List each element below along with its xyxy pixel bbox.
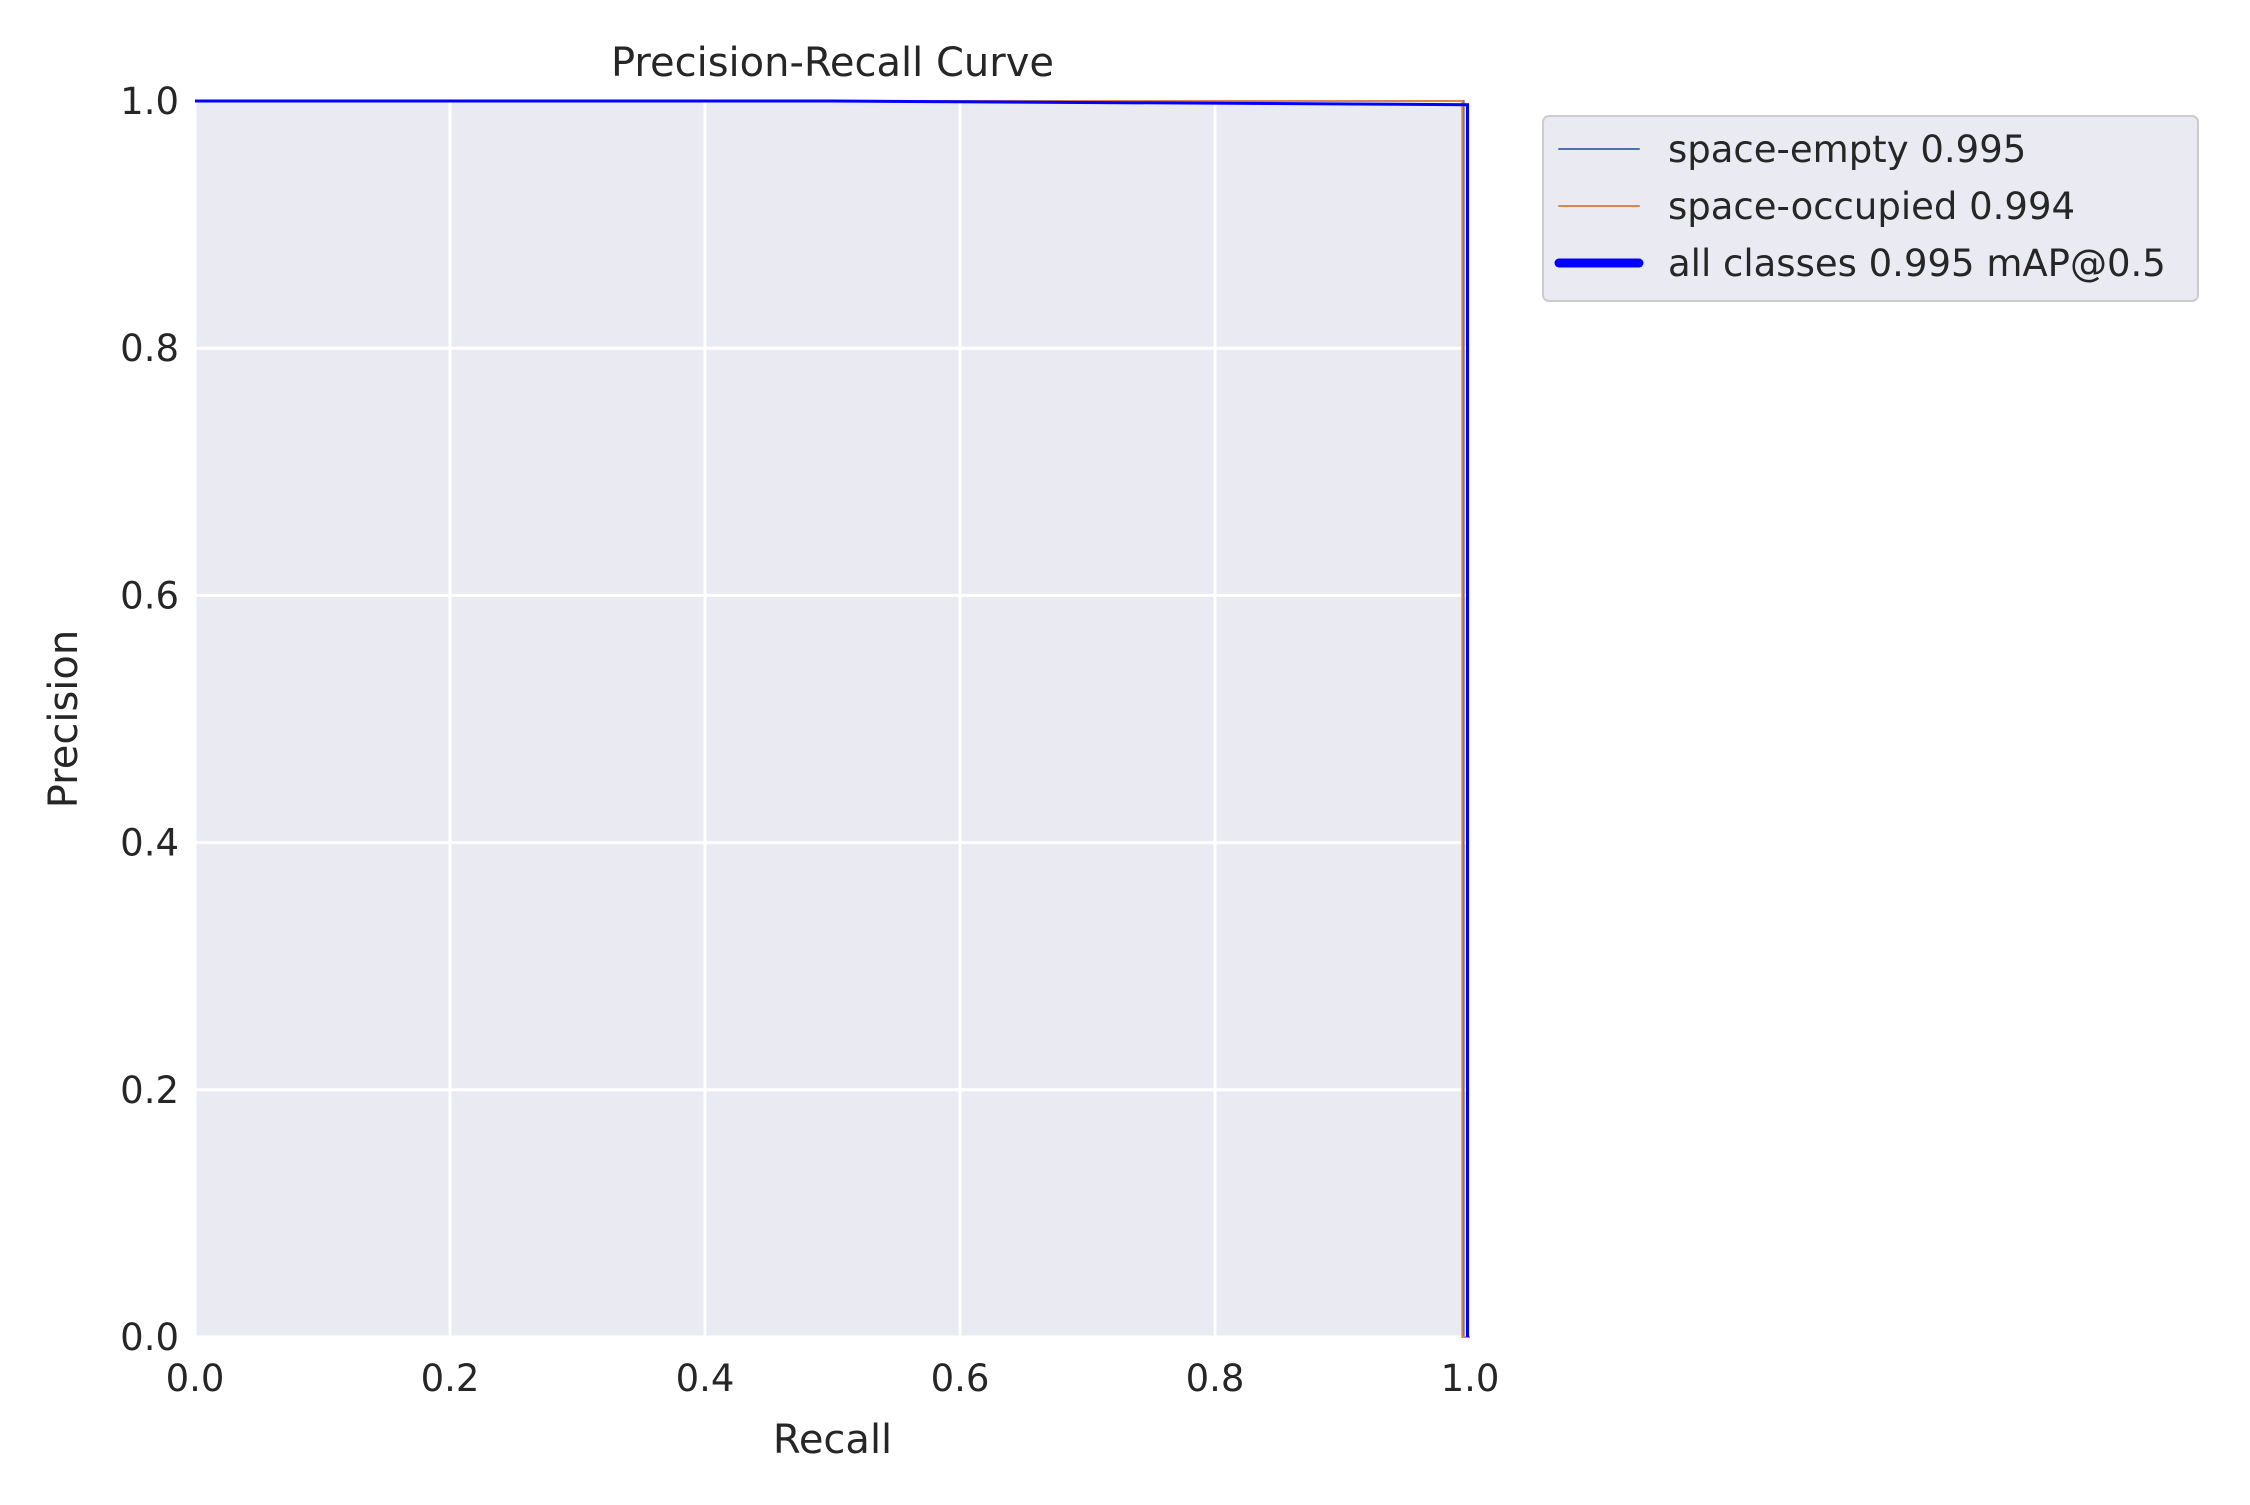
legend-entry-label: space-empty 0.995: [1668, 128, 2026, 171]
plot-area: [195, 101, 1470, 1337]
x-tick-label: 0.0: [166, 1357, 225, 1400]
y-tick-label: 1.0: [120, 80, 179, 123]
legend: space-empty 0.995 space-occupied 0.994 all…: [1542, 115, 2199, 302]
y-tick-label: 0.2: [120, 1069, 179, 1112]
x-tick-label: 0.6: [931, 1357, 990, 1400]
x-tick-label: 0.8: [1186, 1357, 1245, 1400]
x-axis-label: Recall: [773, 1417, 892, 1463]
grid-lines: [193, 99, 1472, 1339]
y-tick-label: 0.0: [120, 1316, 179, 1359]
tick-labels: 0.0 0.2 0.4 0.6 0.8 1.0 0.0 0.2 0.4 0.6 0.8 1.0: [120, 80, 1499, 1400]
x-tick-label: 0.2: [421, 1357, 480, 1400]
y-axis-label: Precision: [41, 630, 87, 808]
legend-entry-label: all classes 0.995 mAP@0.5: [1668, 242, 2166, 285]
series-lines: [195, 99, 1470, 1338]
legend-entry-label: space-occupied 0.994: [1668, 185, 2075, 228]
x-tick-label: 0.4: [676, 1357, 735, 1400]
y-tick-label: 0.8: [120, 327, 179, 370]
y-tick-label: 0.4: [120, 822, 179, 865]
x-tick-label: 1.0: [1441, 1357, 1500, 1400]
series-line-2: [195, 99, 1469, 1337]
chart-title: Precision-Recall Curve: [611, 40, 1054, 86]
legend-box: [1542, 115, 2199, 302]
y-tick-label: 0.6: [120, 574, 179, 617]
